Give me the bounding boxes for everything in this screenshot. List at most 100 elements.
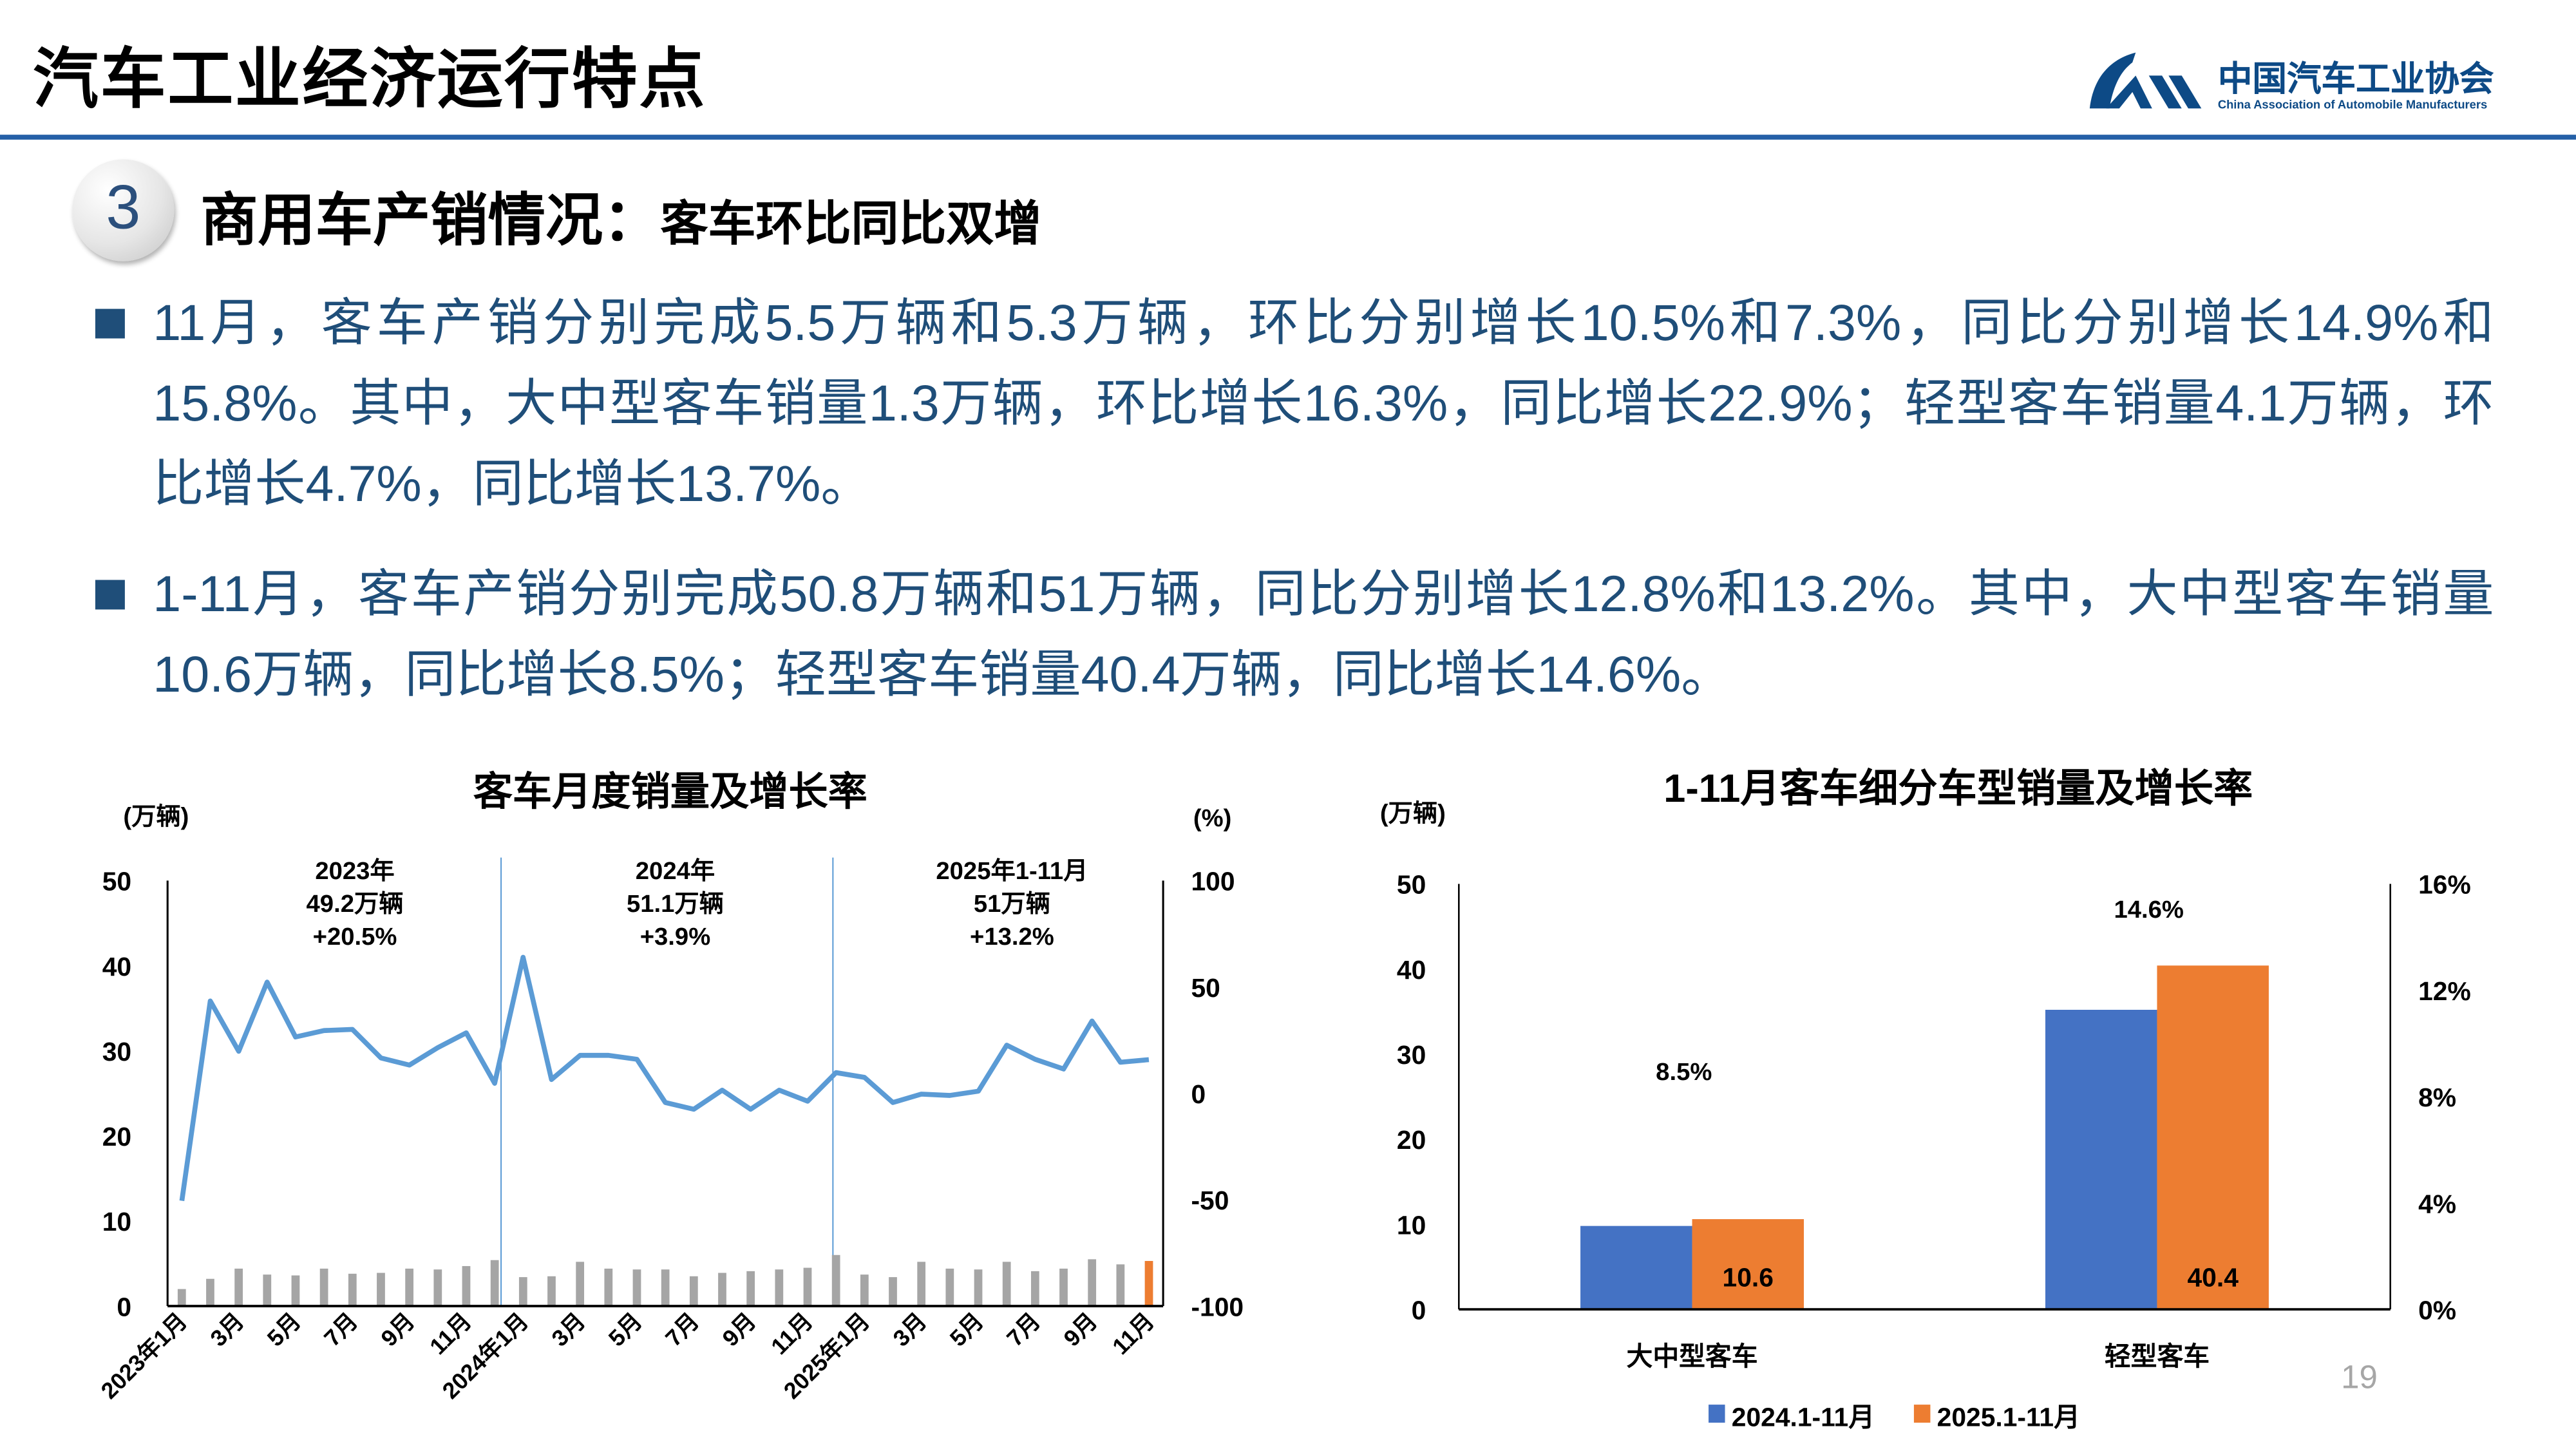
sales-bar xyxy=(1116,1264,1125,1307)
sales-bar xyxy=(1088,1259,1097,1307)
y2-tick-label: 100 xyxy=(1191,867,1235,896)
category-label: 大中型客车 xyxy=(1627,1341,1758,1371)
y-tick-label: 0 xyxy=(1412,1295,1426,1325)
sales-bar xyxy=(377,1273,385,1307)
section-number-badge: 3 xyxy=(72,159,175,261)
y2-tick-label: 12% xyxy=(2418,976,2471,1006)
growth-rate-line xyxy=(179,954,1150,1202)
header-divider xyxy=(0,135,2576,140)
sales-bar xyxy=(860,1274,869,1307)
sales-bar xyxy=(433,1269,442,1307)
sales-bar xyxy=(889,1277,897,1307)
y2-tick-label: 16% xyxy=(2418,870,2471,900)
y2-tick-label: -100 xyxy=(1191,1292,1244,1321)
legend-label-2024: 2024.1-11月 xyxy=(1732,1402,1875,1432)
section-title: 商用车产销情况： xyxy=(200,189,661,253)
segment-bar xyxy=(2045,1010,2157,1310)
section-subtitle: 客车环比同比双增 xyxy=(660,198,1042,252)
caam-logo: 中国汽车工业协会 China Association of Automobile… xyxy=(2087,50,2514,118)
y-tick-label: 10 xyxy=(1397,1210,1426,1240)
category-label: 轻型客车 xyxy=(2105,1341,2210,1371)
year-annotation: 2024年 xyxy=(636,857,715,885)
year-annotation: 51.1万辆 xyxy=(627,890,724,918)
year-annotation: +3.9% xyxy=(640,923,711,951)
bullet-square-icon xyxy=(95,308,125,339)
segment-bar xyxy=(2157,965,2269,1310)
year-annotation: 2023年 xyxy=(315,857,394,885)
y-tick-label: 20 xyxy=(1397,1125,1426,1155)
sales-bar xyxy=(775,1269,784,1307)
growth-label: 14.6% xyxy=(2114,896,2183,923)
y-tick-label: 30 xyxy=(102,1037,131,1066)
sales-bar xyxy=(547,1276,556,1307)
section-heading: 商用车产销情况：客车环比同比双增 xyxy=(200,174,1041,258)
legend-label-2025: 2025.1-11月 xyxy=(1937,1402,2080,1432)
chart-title: 客车月度销量及增长率 xyxy=(473,770,867,813)
page-title: 汽车工业经济运行特点 xyxy=(33,44,706,117)
year-annotation: +20.5% xyxy=(313,923,397,951)
y-tick-label: 0 xyxy=(117,1292,131,1321)
sales-bar xyxy=(319,1268,328,1307)
y-axis-label: (万辆) xyxy=(1380,800,1446,828)
sales-bar xyxy=(945,1268,954,1307)
growth-label: 8.5% xyxy=(1656,1058,1712,1086)
bullet-item: 11月，客车产销分别完成5.5万辆和5.3万辆，环比分别增长10.5%和7.3%… xyxy=(95,283,2494,524)
sales-bar xyxy=(974,1269,983,1307)
y-tick-label: 40 xyxy=(102,952,131,981)
sales-bar xyxy=(177,1289,186,1307)
segment-bar xyxy=(1692,1219,1804,1310)
y-tick-label: 10 xyxy=(102,1207,131,1236)
y-tick-label: 30 xyxy=(1397,1040,1426,1070)
sales-bar xyxy=(348,1273,357,1307)
sales-bar xyxy=(718,1273,726,1307)
legend-swatch-2025 xyxy=(1913,1405,1931,1423)
y2-tick-label: 50 xyxy=(1191,973,1220,1003)
year-annotation: 49.2万辆 xyxy=(307,890,404,918)
year-annotation: 51万辆 xyxy=(974,890,1050,918)
bullet-text: 11月，客车产销分别完成5.5万辆和5.3万辆，环比分别增长10.5%和7.3%… xyxy=(153,294,2494,513)
y-axis-label: (万辆) xyxy=(123,803,189,831)
bullet-text: 1-11月，客车产销分别完成50.8万辆和51万辆，同比分别增长12.8%和13… xyxy=(153,565,2494,703)
sales-bar xyxy=(263,1274,272,1307)
page-number: 19 xyxy=(2341,1360,2378,1397)
year-annotation: 2025年1-11月 xyxy=(936,857,1088,885)
logo-text-en: China Association of Automobile Manufact… xyxy=(2217,97,2488,112)
sales-bar xyxy=(1002,1262,1011,1307)
y2-axis-label: (%) xyxy=(1193,804,1231,832)
sales-bar xyxy=(576,1262,585,1307)
sales-bar xyxy=(1059,1268,1068,1307)
y2-tick-label: 0 xyxy=(1191,1079,1206,1109)
sales-bar xyxy=(604,1268,613,1307)
y-tick-label: 40 xyxy=(1397,955,1426,985)
sales-bar xyxy=(206,1278,214,1307)
sales-bar xyxy=(291,1275,300,1307)
y-tick-label: 20 xyxy=(102,1122,131,1151)
bar-data-label: 10.6 xyxy=(1723,1262,1774,1292)
bullet-item: 1-11月，客车产销分别完成50.8万辆和51万辆，同比分别增长12.8%和13… xyxy=(95,554,2494,715)
caam-logo-icon xyxy=(2089,52,2202,109)
y2-tick-label: 4% xyxy=(2418,1189,2456,1218)
sales-bar xyxy=(1030,1271,1039,1307)
bullet-square-icon xyxy=(95,580,125,610)
y2-tick-label: 8% xyxy=(2418,1083,2456,1112)
sales-bar xyxy=(632,1269,641,1307)
sales-bar xyxy=(831,1255,840,1307)
sales-bar xyxy=(518,1277,527,1307)
bar-data-label: 40.4 xyxy=(2187,1262,2239,1292)
sales-bar xyxy=(746,1271,755,1307)
y-tick-label: 50 xyxy=(102,867,131,896)
chart-title: 1-11月客车细分车型销量及增长率 xyxy=(1663,766,2253,810)
year-annotation: +13.2% xyxy=(970,923,1054,951)
legend-swatch-2024 xyxy=(1709,1405,1725,1423)
sales-bar xyxy=(803,1267,812,1307)
sales-bar xyxy=(490,1260,499,1307)
y-tick-label: 50 xyxy=(1397,870,1426,900)
logo-text-cn: 中国汽车工业协会 xyxy=(2217,61,2494,99)
sales-bar xyxy=(1144,1261,1153,1307)
sales-bar xyxy=(405,1268,414,1307)
segment-bar xyxy=(1580,1226,1692,1310)
sales-bar xyxy=(661,1269,670,1307)
